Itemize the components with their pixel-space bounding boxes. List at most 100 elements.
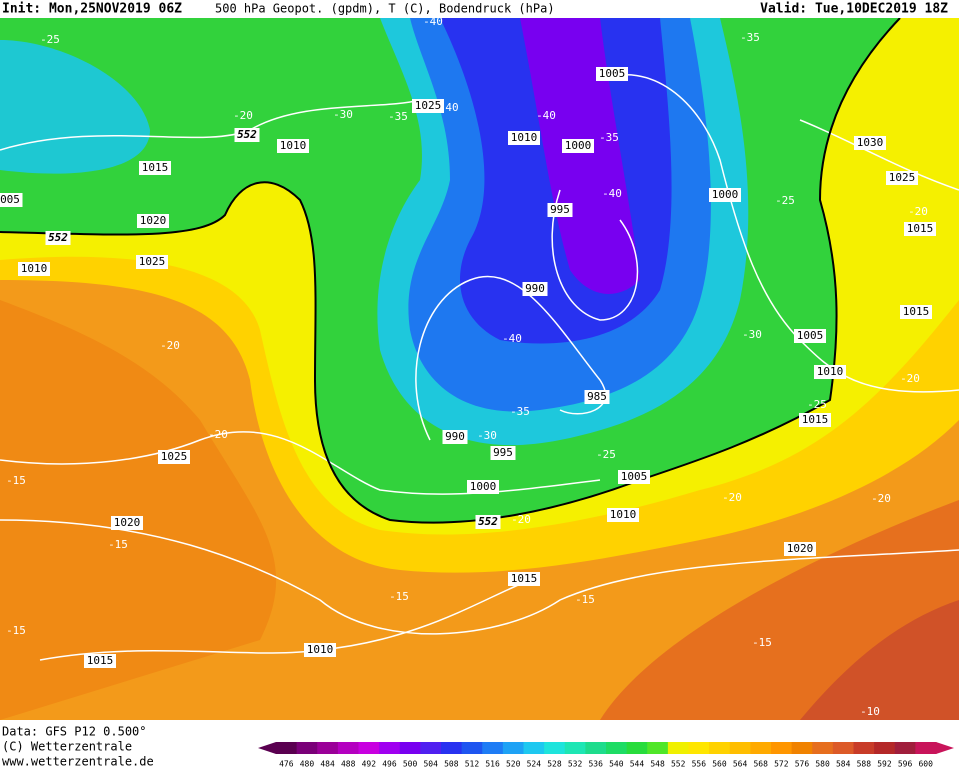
height-labels-box (234, 128, 260, 142)
temperature-label: -40 (602, 187, 622, 200)
scale-label: 480 (300, 760, 315, 769)
temperature-label: -15 (752, 636, 772, 649)
isobar-labels-box (562, 139, 594, 153)
scale-label: 504 (423, 760, 438, 769)
isobar-labels-box (136, 255, 168, 269)
isobar-label: 995 (493, 446, 513, 459)
isobar-label: 990 (445, 430, 465, 443)
isobar-label: 1025 (889, 171, 916, 184)
footer-copyright: (C) Wetterzentrale (2, 740, 132, 754)
temperature-label: -20 (511, 513, 531, 526)
isobar-label: 1005 (621, 470, 648, 483)
temperature-label: -25 (807, 398, 827, 411)
isobar-label: 1015 (142, 161, 169, 174)
scale-arrow-right (936, 742, 954, 754)
scale-swatch (358, 742, 380, 754)
scale-label: 540 (609, 760, 624, 769)
scale-swatch (853, 742, 875, 754)
isobar-labels-box (784, 542, 816, 556)
scale-label: 588 (857, 760, 872, 769)
temperature-label: -20 (208, 428, 228, 441)
valid-text: Valid: Tue,10DEC2019 18Z (760, 2, 948, 17)
temperature-label: -35 (599, 131, 619, 144)
fields-text: 500 hPa Geopot. (gpdm), T (C), Bodendruc… (215, 2, 555, 16)
scale-swatch (812, 742, 834, 754)
scale-label: 564 (733, 760, 748, 769)
scale-swatch (296, 742, 318, 754)
field-purple (520, 18, 640, 294)
isobar-label: 1020 (787, 542, 814, 555)
temperature-label: -30 (742, 328, 762, 341)
scale-swatch (709, 742, 731, 754)
isobar-labels-box (158, 450, 190, 464)
map (0, 17, 959, 720)
scale-swatch (399, 742, 421, 754)
temperature-label: -10 (860, 705, 880, 718)
scale-swatch (688, 742, 710, 754)
temperature-label: -25 (775, 194, 795, 207)
isobar-label: 1010 (610, 508, 637, 521)
scale-swatch (647, 742, 669, 754)
temperature-label: 40 (445, 101, 458, 114)
temperature-label: -35 (388, 110, 408, 123)
temperature-label: -25 (40, 33, 60, 46)
scale-label: 476 (279, 760, 294, 769)
isobar-labels-box (137, 214, 169, 228)
temperature-label: -15 (6, 474, 26, 487)
scale-swatch (894, 742, 916, 754)
scale-swatch (915, 742, 937, 754)
scale-label: 584 (836, 760, 851, 769)
scale-swatch (420, 742, 442, 754)
isobar-label: 1010 (280, 139, 307, 152)
scale-swatch (482, 742, 504, 754)
isobar-label: 1005 (599, 67, 626, 80)
scale-label: 524 (527, 760, 542, 769)
scale-swatch (874, 742, 896, 754)
scale-label: 548 (650, 760, 665, 769)
isobar-label: 1010 (21, 262, 48, 275)
scale-label: 592 (877, 760, 892, 769)
scale-label: 516 (485, 760, 500, 769)
scale-label: 508 (444, 760, 459, 769)
isobar-label: 1025 (161, 450, 188, 463)
header-bar (0, 0, 959, 18)
isobar-labels-box (814, 365, 846, 379)
isobar-labels-box (442, 430, 468, 444)
isobar-labels-box (886, 171, 918, 185)
isobar-labels-box (490, 446, 516, 460)
isobar (0, 519, 959, 635)
scale-label: 492 (362, 760, 377, 769)
temperature-label: -15 (389, 590, 409, 603)
isobar-labels-box (709, 188, 741, 202)
temperature-label: -40 (502, 332, 522, 345)
isobar (551, 189, 639, 321)
scale-label: 500 (403, 760, 418, 769)
scale-label: 544 (630, 760, 645, 769)
scale-swatch (626, 742, 648, 754)
footer-data: Data: GFS P12 0.500° (2, 725, 147, 739)
isobar-labels-box (794, 329, 826, 343)
scale-swatch (771, 742, 793, 754)
scale-swatch (441, 742, 463, 754)
scale-label: 536 (588, 760, 603, 769)
temperature-label: -40 (423, 15, 443, 28)
isobar-label: 1005 (797, 329, 824, 342)
field-orange-dark (0, 300, 277, 720)
scale-swatch (337, 742, 359, 754)
scale-label: 596 (898, 760, 913, 769)
height-labels-box (475, 515, 501, 529)
scale-swatch (791, 742, 813, 754)
temperature-label: -20 (871, 492, 891, 505)
temperature-label: -40 (536, 109, 556, 122)
temperature-label: -15 (575, 593, 595, 606)
scale-swatch (606, 742, 628, 754)
temperature-label: -15 (108, 538, 128, 551)
scale-swatch (544, 742, 566, 754)
scale-label: 552 (671, 760, 686, 769)
isobar-label: 1015 (903, 305, 930, 318)
temperature-label: -30 (477, 429, 497, 442)
height-label: 552 (478, 515, 498, 528)
scale-label: 512 (465, 760, 480, 769)
temperature-label: -15 (6, 624, 26, 637)
